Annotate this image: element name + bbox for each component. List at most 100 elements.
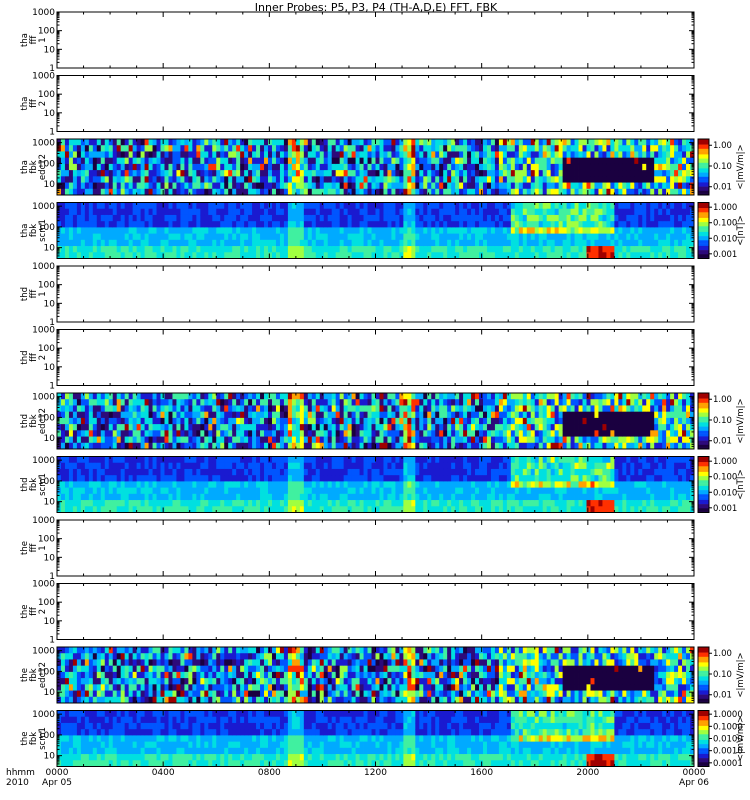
heat-cell bbox=[287, 233, 293, 241]
y-tick-label: 10 bbox=[44, 180, 56, 190]
heat-cell bbox=[614, 145, 619, 152]
heat-cell bbox=[479, 430, 484, 437]
heat-cell bbox=[455, 399, 460, 406]
heat-cell bbox=[506, 227, 512, 235]
heat-cell bbox=[594, 182, 599, 190]
heat-cell bbox=[463, 157, 468, 165]
heat-cell bbox=[387, 151, 392, 159]
heat-cell bbox=[264, 182, 269, 190]
heat-cell bbox=[626, 163, 631, 171]
heat-cell bbox=[526, 405, 532, 413]
heat-cell bbox=[506, 252, 512, 259]
heat-cell bbox=[463, 202, 468, 210]
heat-cell bbox=[554, 157, 560, 165]
heat-cell bbox=[60, 221, 66, 228]
heat-cell bbox=[415, 221, 420, 228]
heat-cell bbox=[455, 139, 460, 146]
heat-cell bbox=[156, 233, 161, 241]
heat-cell bbox=[124, 442, 130, 450]
heat-cell bbox=[64, 227, 70, 235]
heat-cell bbox=[57, 405, 62, 413]
heat-cell bbox=[92, 417, 98, 425]
colorbar-swatch bbox=[698, 217, 709, 220]
heat-cell bbox=[208, 436, 213, 444]
heat-cell bbox=[188, 202, 193, 210]
heat-cell bbox=[383, 424, 388, 431]
heat-cell bbox=[447, 163, 452, 171]
heat-cell bbox=[148, 202, 153, 210]
heat-cell bbox=[383, 239, 388, 247]
heat-cell bbox=[471, 411, 476, 419]
heat-cell bbox=[232, 170, 237, 177]
heat-cell bbox=[415, 252, 420, 259]
heat-cell bbox=[490, 227, 496, 235]
heat-cell bbox=[216, 430, 221, 437]
heat-cell bbox=[566, 442, 571, 450]
heat-cell bbox=[594, 399, 599, 406]
heat-cell bbox=[447, 157, 452, 165]
heat-cell bbox=[172, 424, 177, 431]
heat-cell bbox=[626, 411, 631, 419]
heat-cell bbox=[423, 214, 428, 222]
heat-cell bbox=[88, 170, 94, 177]
heat-cell bbox=[602, 221, 607, 228]
heat-cell bbox=[220, 157, 225, 165]
heat-cell bbox=[383, 139, 388, 146]
heat-cell bbox=[435, 163, 440, 171]
heat-cell bbox=[367, 202, 372, 210]
heat-cell bbox=[252, 417, 257, 425]
heat-cell bbox=[638, 411, 643, 419]
heat-cell bbox=[542, 411, 548, 419]
heat-cell bbox=[168, 430, 173, 437]
heat-cell bbox=[248, 246, 253, 253]
heat-cell bbox=[558, 170, 564, 177]
heat-cell bbox=[618, 233, 623, 241]
heat-cell bbox=[224, 393, 229, 400]
heat-cell bbox=[96, 157, 102, 165]
heat-cell bbox=[192, 202, 197, 210]
heat-cell bbox=[244, 252, 249, 259]
heat-cell bbox=[482, 417, 488, 425]
heat-cell bbox=[172, 430, 177, 437]
heat-cell bbox=[634, 393, 639, 400]
heat-cell bbox=[268, 208, 273, 216]
heat-cell bbox=[172, 436, 177, 444]
heat-cell bbox=[586, 399, 591, 406]
heat-cell bbox=[431, 436, 436, 444]
heat-cell bbox=[427, 430, 432, 437]
heat-cell bbox=[351, 214, 356, 222]
colorbar-swatch bbox=[698, 222, 709, 224]
heat-cell bbox=[104, 151, 110, 159]
heat-cell bbox=[148, 151, 153, 159]
heat-cell bbox=[530, 399, 536, 406]
heat-cell bbox=[351, 399, 356, 406]
heat-cell bbox=[100, 176, 106, 183]
heat-cell bbox=[164, 176, 169, 183]
heat-cell bbox=[666, 170, 671, 177]
heat-cell bbox=[614, 176, 619, 183]
heat-cell bbox=[654, 157, 659, 165]
heat-cell bbox=[626, 424, 631, 431]
heat-cell bbox=[260, 393, 265, 400]
heat-cell bbox=[236, 176, 241, 183]
heat-cell bbox=[124, 424, 130, 431]
heat-cell bbox=[359, 157, 364, 165]
heat-cell bbox=[148, 170, 153, 177]
heat-cell bbox=[216, 188, 221, 196]
heat-cell bbox=[423, 145, 428, 152]
heat-cell bbox=[574, 139, 579, 146]
heat-cell bbox=[490, 170, 496, 177]
heat-cell bbox=[562, 252, 567, 259]
colorbar-label: <|mV/m|> bbox=[736, 144, 746, 189]
heat-cell bbox=[367, 399, 372, 406]
heat-cell bbox=[530, 151, 536, 159]
heat-cell bbox=[502, 436, 508, 444]
heat-cell bbox=[379, 202, 384, 210]
heat-cell bbox=[283, 411, 289, 419]
heat-cell bbox=[104, 157, 110, 165]
heat-cell bbox=[260, 411, 265, 419]
heat-cell bbox=[184, 214, 189, 222]
heat-cell bbox=[275, 430, 281, 437]
panel-name-line: fff bbox=[29, 289, 39, 299]
heat-cell bbox=[570, 202, 575, 210]
